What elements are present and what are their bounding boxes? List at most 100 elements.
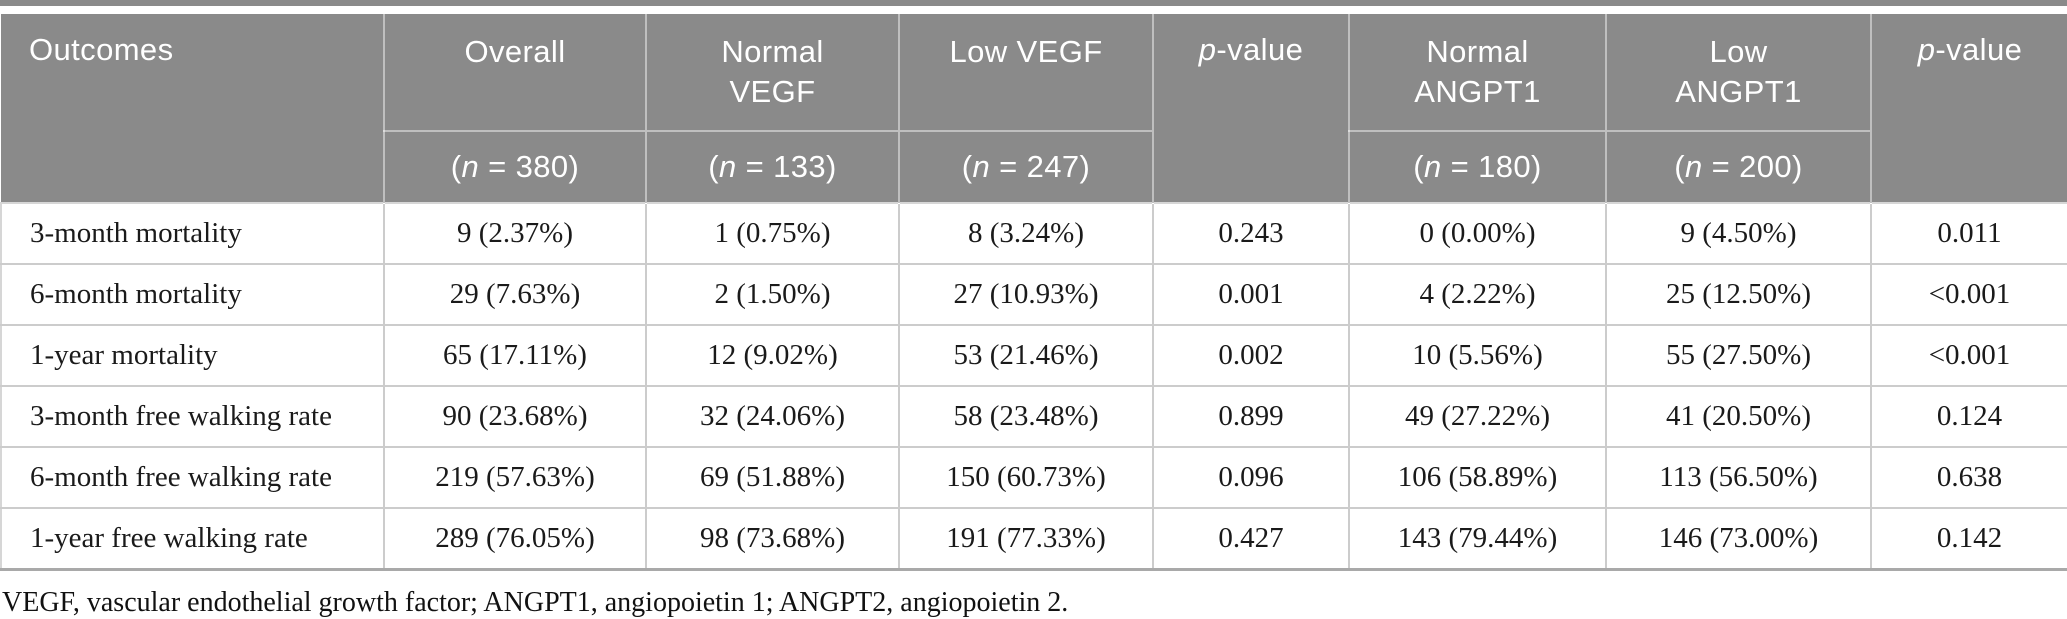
header-row-n: (n = 380) (n = 133) (n = 247) (n = 180) … [1,131,2067,203]
header-n-low-angpt1: (n = 200) [1605,131,1871,203]
n-value: = 380) [479,149,580,184]
n-value: = 133) [736,149,837,184]
header-normal-angpt1: Normal ANGPT1 [1348,14,1606,132]
header-low-vegf-label: Low VEGF [949,34,1103,69]
table-row: 6-month free walking rate 219 (57.63%) 6… [0,446,2067,509]
cell-outcome: 3-month free walking rate [0,385,385,448]
cell-low-angpt1: 146 (73.00%) [1605,507,1872,571]
cell-low-angpt1: 113 (56.50%) [1605,446,1872,509]
table-row: 3-month free walking rate 90 (23.68%) 32… [0,385,2067,448]
cell-low-angpt1: 25 (12.50%) [1605,263,1872,326]
cell-normal-vegf: 32 (24.06%) [645,385,900,448]
cell-overall: 29 (7.63%) [383,263,647,326]
table-header: Outcomes Overall Normal VEGF Low VEGF p-… [1,14,2067,203]
n-open-paren: ( [450,149,462,184]
cell-low-angpt1: 41 (20.50%) [1605,385,1872,448]
cell-low-angpt1: 9 (4.50%) [1605,202,1872,265]
header-low-angpt1-label: Low ANGPT1 [1675,34,1802,110]
cell-normal-vegf: 69 (51.88%) [645,446,900,509]
n-italic: n [972,149,991,184]
cell-pvalue-vegf: 0.243 [1152,202,1350,265]
n-open-paren: ( [1674,149,1685,184]
cell-low-vegf: 191 (77.33%) [898,507,1154,571]
n-open-paren: ( [1413,149,1424,184]
n-open-paren: ( [961,149,973,184]
header-pvalue-angpt1: p-value [1870,14,2067,203]
header-overall: Overall [383,14,646,132]
cell-normal-vegf: 12 (9.02%) [645,324,900,387]
n-italic: n [718,149,737,184]
cell-normal-vegf: 2 (1.50%) [645,263,900,326]
cell-pvalue-vegf: 0.899 [1152,385,1350,448]
header-row-groups: Outcomes Overall Normal VEGF Low VEGF p-… [1,14,2067,203]
pvalue-p-italic: p [1198,32,1217,67]
cell-low-angpt1: 55 (27.50%) [1605,324,1872,387]
pvalue-p-italic: p [1917,32,1936,67]
cell-normal-angpt1: 106 (58.89%) [1348,446,1607,509]
cell-normal-angpt1: 49 (27.22%) [1348,385,1607,448]
n-italic: n [461,149,480,184]
cell-low-vegf: 150 (60.73%) [898,446,1154,509]
table-row: 6-month mortality 29 (7.63%) 2 (1.50%) 2… [0,263,2067,326]
n-italic: n [1684,149,1703,184]
outcomes-table: Outcomes Overall Normal VEGF Low VEGF p-… [0,14,2067,571]
header-normal-vegf-label: Normal VEGF [721,34,824,110]
cell-overall: 90 (23.68%) [383,385,647,448]
cell-low-vegf: 8 (3.24%) [898,202,1154,265]
cell-overall: 289 (76.05%) [383,507,647,571]
header-n-normal-angpt1: (n = 180) [1348,131,1606,203]
cell-low-vegf: 27 (10.93%) [898,263,1154,326]
header-normal-vegf: Normal VEGF [645,14,899,132]
n-open-paren: ( [708,149,719,184]
cell-pvalue-angpt1: 0.124 [1870,385,2067,448]
table-body: 3-month mortality 9 (2.37%) 1 (0.75%) 8 … [0,202,2067,571]
header-low-angpt1: Low ANGPT1 [1605,14,1871,132]
cell-pvalue-vegf: 0.001 [1152,263,1350,326]
cell-pvalue-vegf: 0.002 [1152,324,1350,387]
cell-normal-vegf: 1 (0.75%) [645,202,900,265]
cell-normal-angpt1: 10 (5.56%) [1348,324,1607,387]
cell-outcome: 1-year free walking rate [0,507,385,571]
header-overall-label: Overall [464,34,566,69]
table-top-rule [0,0,2067,6]
cell-pvalue-angpt1: <0.001 [1870,263,2067,326]
n-value: = 180) [1441,149,1542,184]
cell-pvalue-angpt1: 0.142 [1870,507,2067,571]
cell-outcome: 6-month free walking rate [0,446,385,509]
header-outcomes: Outcomes [1,14,384,203]
n-value: = 247) [990,149,1091,184]
header-n-low-vegf: (n = 247) [898,131,1153,203]
cell-pvalue-angpt1: 0.011 [1870,202,2067,265]
header-n-overall: (n = 380) [383,131,646,203]
cell-pvalue-angpt1: 0.638 [1870,446,2067,509]
pvalue-suffix: -value [1935,32,2023,67]
table-row: 3-month mortality 9 (2.37%) 1 (0.75%) 8 … [0,202,2067,265]
cell-outcome: 6-month mortality [0,263,385,326]
header-pvalue-vegf: p-value [1152,14,1349,203]
cell-pvalue-vegf: 0.427 [1152,507,1350,571]
cell-pvalue-angpt1: <0.001 [1870,324,2067,387]
cell-normal-angpt1: 4 (2.22%) [1348,263,1607,326]
header-n-normal-vegf: (n = 133) [645,131,899,203]
cell-low-vegf: 58 (23.48%) [898,385,1154,448]
n-value: = 200) [1702,149,1803,184]
cell-low-vegf: 53 (21.46%) [898,324,1154,387]
header-low-vegf: Low VEGF [898,14,1153,132]
cell-normal-vegf: 98 (73.68%) [645,507,900,571]
cell-overall: 65 (17.11%) [383,324,647,387]
table-row: 1-year mortality 65 (17.11%) 12 (9.02%) … [0,324,2067,387]
cell-outcome: 1-year mortality [0,324,385,387]
cell-pvalue-vegf: 0.096 [1152,446,1350,509]
cell-overall: 9 (2.37%) [383,202,647,265]
cell-outcome: 3-month mortality [0,202,385,265]
cell-normal-angpt1: 0 (0.00%) [1348,202,1607,265]
table-row: 1-year free walking rate 289 (76.05%) 98… [0,507,2067,571]
pvalue-suffix: -value [1216,32,1304,67]
header-normal-angpt1-label: Normal ANGPT1 [1414,34,1541,110]
header-outcomes-label: Outcomes [29,32,174,67]
cell-normal-angpt1: 143 (79.44%) [1348,507,1607,571]
table-footnote: VEGF, vascular endothelial growth factor… [2,587,1069,618]
cell-overall: 219 (57.63%) [383,446,647,509]
n-italic: n [1423,149,1442,184]
